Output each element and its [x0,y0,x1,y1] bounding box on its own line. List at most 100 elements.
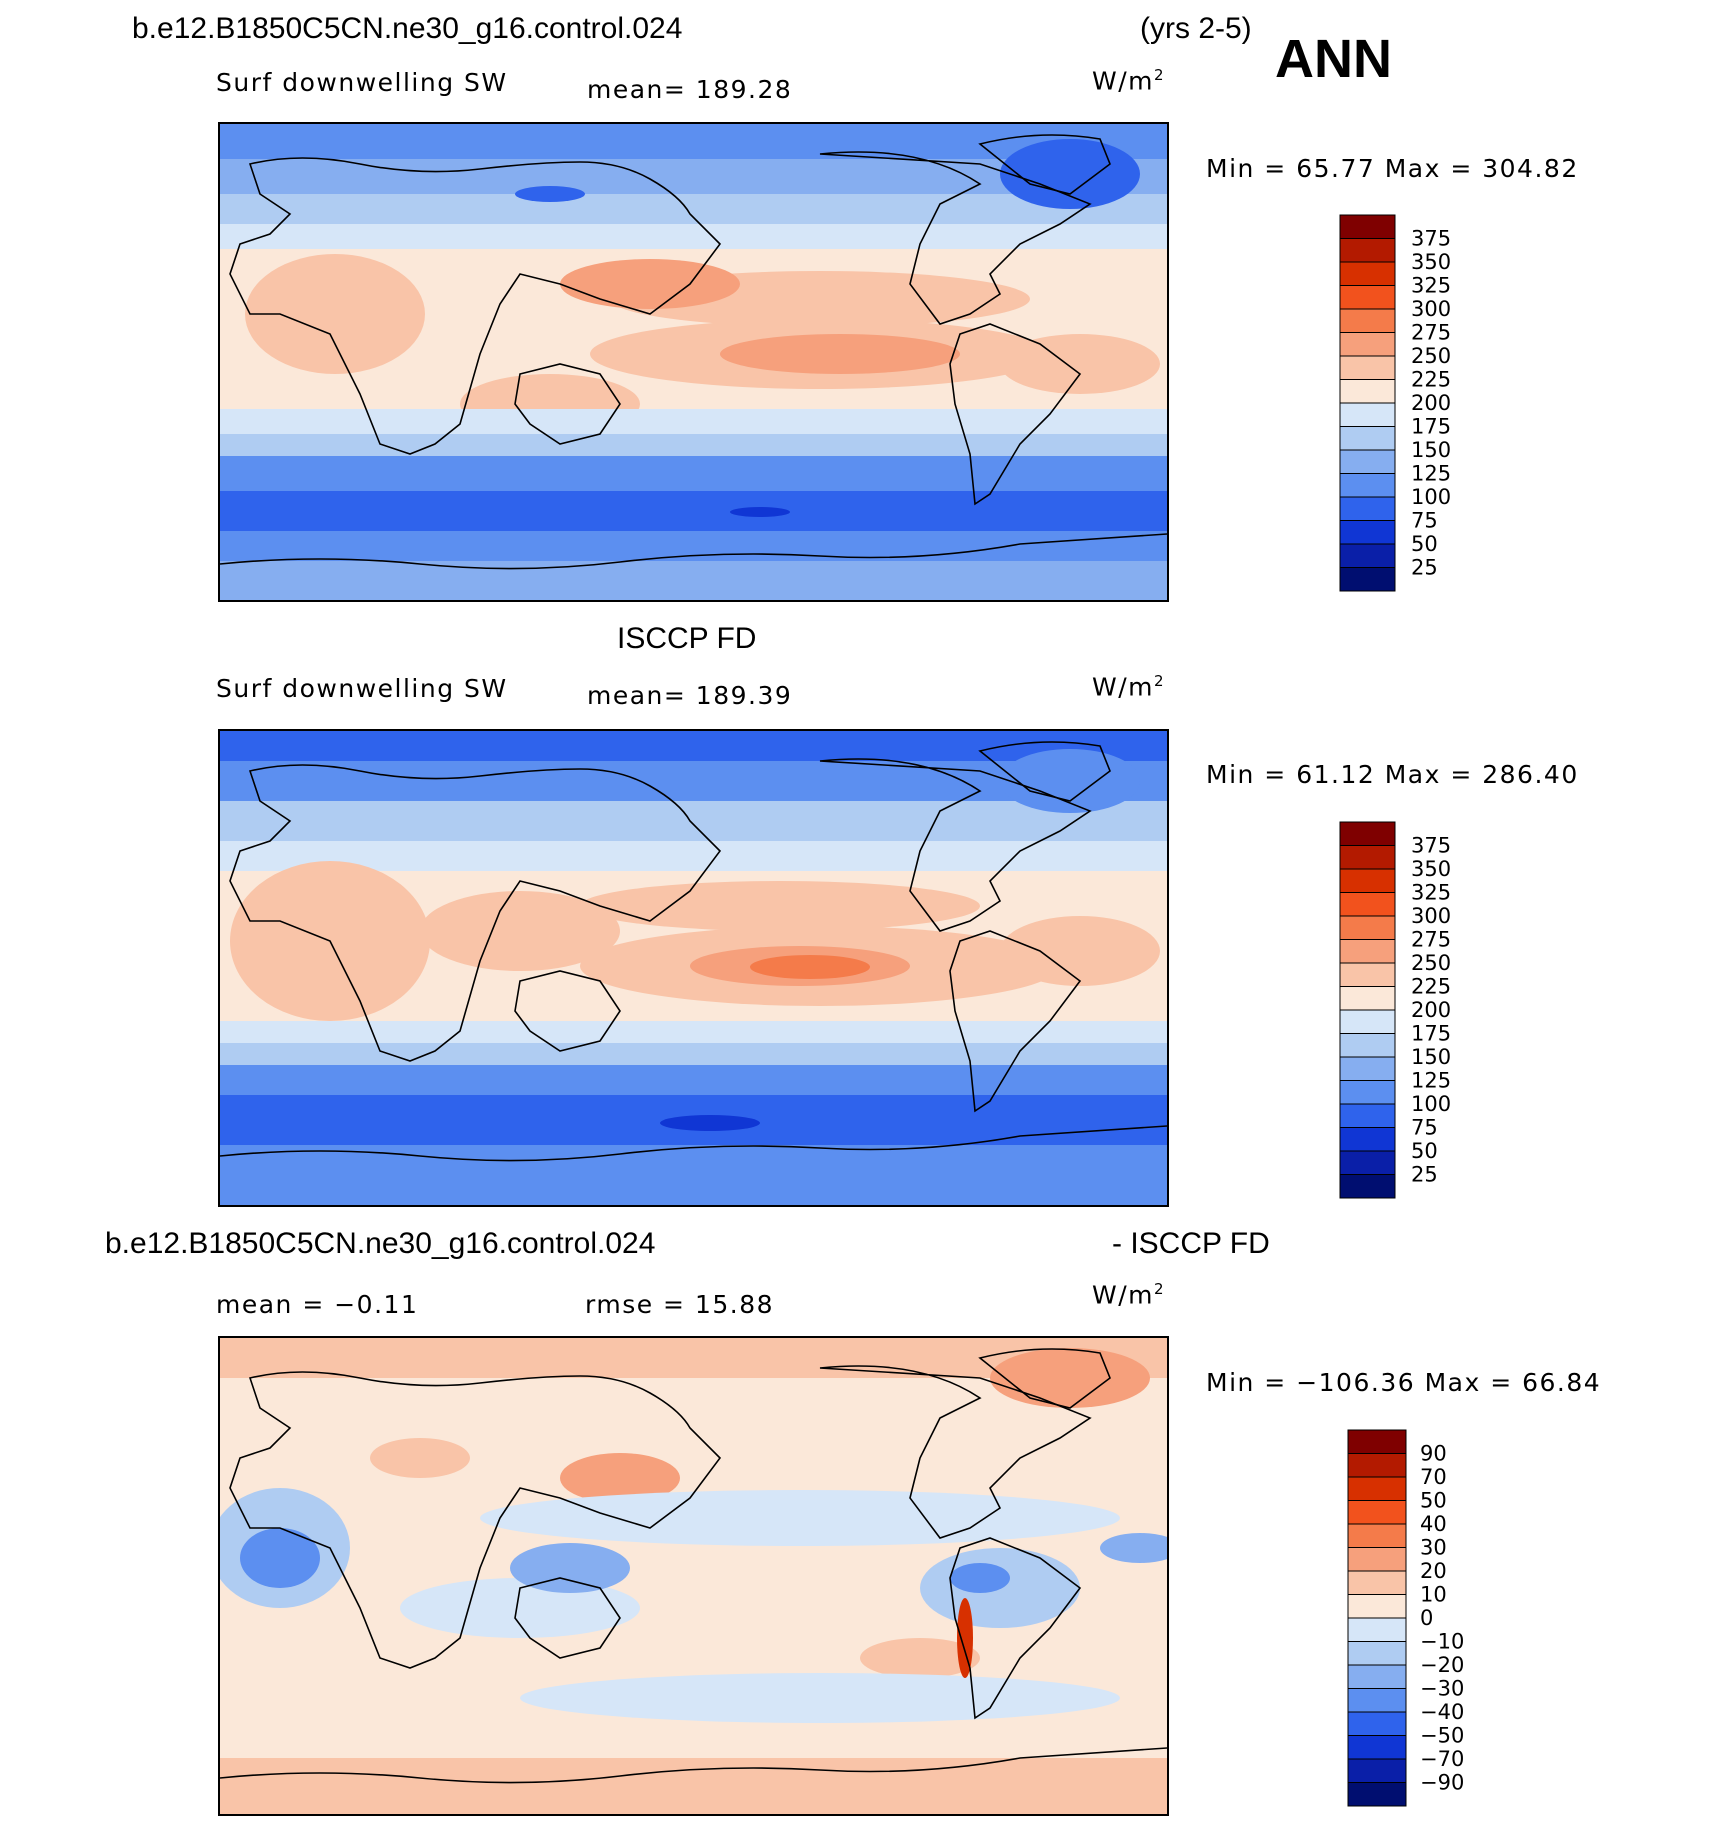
panel1-colorbar-tick-label: 175 [1411,415,1451,439]
panel3-rmse: rmse = 15.88 [585,1290,775,1319]
panel2-colorbar-tick-label: 275 [1411,928,1451,952]
panel3-colorbar: 90 70 50 40 30 20 10 0 −10 −20 −30 −40 −50 −70 −90 [1347,1429,1468,1810]
panel3-colorbar-swatch [1347,1594,1407,1619]
panel3-mean: mean = −0.11 [216,1290,419,1319]
panel3-colorbar-tick-label: −20 [1420,1653,1464,1677]
panel3-colorbar-swatch [1347,1476,1407,1501]
panel1-colorbar-swatch [1339,285,1396,310]
panel1-colorbar-swatch [1339,332,1396,357]
panel2-colorbar-swatch [1339,1103,1396,1128]
panel2-colorbar-tick-label: 225 [1411,975,1451,999]
case-title: b.e12.B1850C5CN.ne30_g16.control.024 [132,12,683,45]
panel1-colorbar-swatch [1339,308,1396,333]
panel3-colorbar-tick-label: −30 [1420,1677,1464,1701]
panel2-colorbar-swatch [1339,868,1396,893]
panel2-colorbar-swatch [1339,1009,1396,1034]
panel2-contour-field [220,731,1167,1205]
years-label: (yrs 2-5) [1140,12,1252,45]
panel1-colorbar-tick-label: 75 [1411,509,1438,533]
panel3-colorbar-swatch [1347,1758,1407,1783]
panel3-colorbar-tick-label: 0 [1420,1606,1433,1630]
panel1-colorbar-tick-label: 50 [1411,532,1438,556]
panel1-variable: Surf downwelling SW [216,68,508,97]
panel1-colorbar-tick-label: 300 [1411,297,1451,321]
panel2-colorbar-swatch [1339,1127,1396,1152]
panel1-contour-field [220,124,1167,600]
panel3-colorbar-swatch [1347,1617,1407,1642]
panel3-colorbar-swatch [1347,1641,1407,1666]
panel2-colorbar-tick-label: 50 [1411,1139,1438,1163]
panel3-title-right: - ISCCP FD [1112,1227,1270,1260]
panel2-colorbar-swatch [1339,939,1396,964]
panel3-colorbar-swatch [1347,1735,1407,1760]
panel1-colorbar-tick-label: 325 [1411,274,1451,298]
panel3-colorbar-swatch [1347,1453,1407,1478]
panel1-colorbar-swatch [1339,473,1396,498]
panel2-colorbar-tick-label: 175 [1411,1022,1451,1046]
panel1-colorbar-swatch [1339,496,1396,521]
panel1-colorbar-swatch [1339,449,1396,474]
panel1-colorbar-tick-label: 350 [1411,250,1451,274]
panel3-colorbar-tick-label: 20 [1420,1559,1447,1583]
panel1-units: W/m2 [1092,66,1164,96]
panel3-colorbar-swatch [1347,1547,1407,1572]
panel2-colorbar-swatch [1339,845,1396,870]
panel2-colorbar-swatch [1339,1080,1396,1105]
panel3-map [218,1336,1169,1816]
panel3-colorbar-tick-label: 70 [1420,1465,1447,1489]
panel2-colorbar-tick-label: 125 [1411,1069,1451,1093]
panel2-colorbar-swatch [1339,915,1396,940]
panel2-colorbar-swatch [1339,821,1396,846]
panel1-colorbar-swatch [1339,426,1396,451]
panel3-colorbar-tick-label: −10 [1420,1630,1464,1654]
panel3-colorbar-tick-label: −70 [1420,1747,1464,1771]
panel1-colorbar-tick-label: 250 [1411,344,1451,368]
panel1-colorbar-swatch [1339,355,1396,380]
panel1-colorbar-swatch [1339,261,1396,286]
panel1-colorbar-swatch [1339,567,1396,592]
panel3-colorbar-swatch [1347,1688,1407,1713]
panel1-map [218,122,1169,602]
panel2-colorbar-tick-label: 200 [1411,998,1451,1022]
panel2-colorbar: 375 350 325 300 275 250 225 200 175 150 125 100 75 50… [1339,821,1460,1202]
panel1-colorbar-tick-label: 275 [1411,321,1451,345]
panel1-colorbar-swatch [1339,402,1396,427]
panel2-colorbar-swatch [1339,986,1396,1011]
panel3-colorbar-swatch [1347,1429,1407,1454]
panel2-colorbar-swatch [1339,892,1396,917]
panel2-colorbar-swatch [1339,962,1396,987]
panel3-colorbar-swatch [1347,1570,1407,1595]
panel3-colorbar-tick-label: 50 [1420,1489,1447,1513]
panel2-units: W/m2 [1092,672,1164,702]
panel1-colorbar: 375 350 325 300 275 250 225 200 175 150 125 100 75 50… [1339,214,1460,595]
panel3-title-left: b.e12.B1850C5CN.ne30_g16.control.024 [105,1227,656,1260]
panel1-colorbar-tick-label: 125 [1411,462,1451,486]
panel3-minmax: Min = −106.36 Max = 66.84 [1206,1368,1602,1397]
panel2-map [218,729,1169,1207]
panel2-minmax: Min = 61.12 Max = 286.40 [1206,760,1579,789]
panel1-colorbar-tick-label: 375 [1411,227,1451,251]
panel1-colorbar-swatch [1339,214,1396,239]
panel2-colorbar-swatch [1339,1174,1396,1199]
panel1-colorbar-tick-label: 200 [1411,391,1451,415]
panel3-contour-field [220,1338,1167,1814]
panel3-colorbar-tick-label: 40 [1420,1512,1447,1536]
panel3-colorbar-tick-label: 90 [1420,1442,1447,1466]
panel3-units: W/m2 [1092,1280,1164,1310]
panel2-colorbar-tick-label: 325 [1411,881,1451,905]
panel1-colorbar-tick-label: 100 [1411,485,1451,509]
panel3-colorbar-tick-label: 30 [1420,1536,1447,1560]
panel3-colorbar-tick-label: −90 [1420,1771,1464,1795]
panel2-variable: Surf downwelling SW [216,674,508,703]
panel2-colorbar-tick-label: 300 [1411,904,1451,928]
panel1-colorbar-swatch [1339,379,1396,404]
panel1-colorbar-tick-label: 225 [1411,368,1451,392]
panel1-colorbar-tick-label: 150 [1411,438,1451,462]
panel1-colorbar-swatch [1339,520,1396,545]
panel1-minmax: Min = 65.77 Max = 304.82 [1206,154,1579,183]
panel2-colorbar-swatch [1339,1056,1396,1081]
panel2-title: ISCCP FD [617,622,757,655]
panel3-colorbar-swatch [1347,1711,1407,1736]
panel3-colorbar-tick-label: 10 [1420,1583,1447,1607]
panel3-colorbar-tick-label: −50 [1420,1724,1464,1748]
